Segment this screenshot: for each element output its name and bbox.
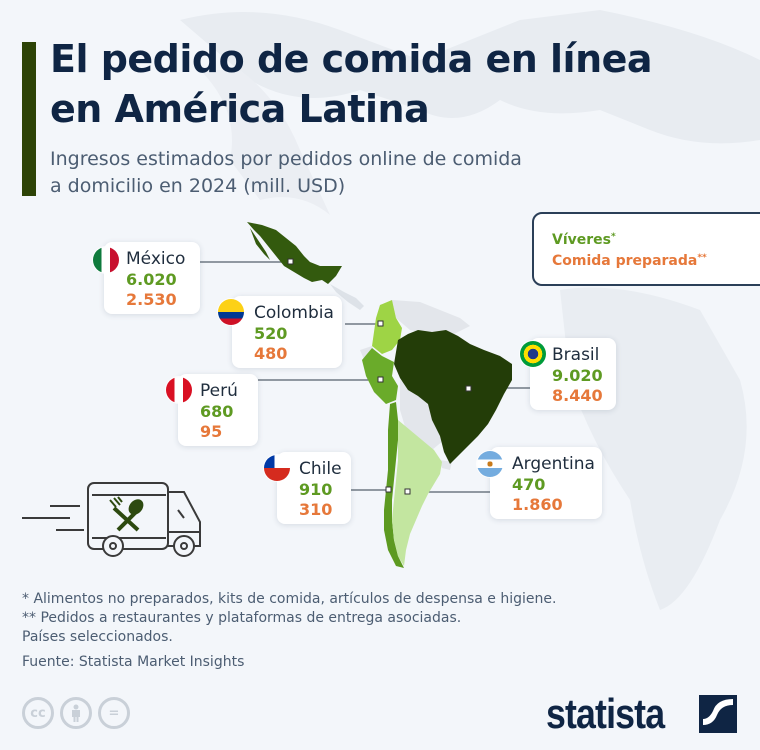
title-line-1: El pedido de comida en línea bbox=[50, 37, 653, 81]
title-line-2: en América Latina bbox=[50, 87, 430, 131]
license-icons: cc = bbox=[22, 697, 130, 729]
legend-groceries: Víveres* bbox=[552, 232, 616, 248]
country-card-mexico: México 6.020 2.530 bbox=[104, 242, 200, 314]
no-derivatives-icon[interactable]: = bbox=[98, 697, 130, 729]
footnote-groceries: * Alimentos no preparados, kits de comid… bbox=[22, 591, 557, 607]
groceries-value: 6.020 bbox=[126, 270, 177, 289]
country-card-chile: Chile 910 310 bbox=[277, 452, 351, 524]
statista-logo-icon bbox=[699, 695, 737, 733]
subtitle: Ingresos estimados por pedidos online de… bbox=[50, 146, 670, 200]
argentina-shape bbox=[392, 420, 442, 566]
colombia-flag-icon bbox=[218, 299, 244, 325]
country-card-argentina: Argentina 470 1.860 bbox=[490, 447, 602, 519]
statista-logo[interactable]: statista bbox=[546, 690, 737, 738]
page-title: El pedido de comida en línea en América … bbox=[50, 34, 750, 134]
country-card-colombia: Colombia 520 480 bbox=[232, 296, 342, 368]
groceries-value: 520 bbox=[254, 324, 288, 343]
attribution-person-icon[interactable] bbox=[60, 697, 92, 729]
creative-commons-icon[interactable]: cc bbox=[22, 697, 54, 729]
prepared-value: 1.860 bbox=[512, 495, 563, 514]
chile-flag-icon bbox=[264, 455, 290, 481]
subtitle-line-2: a domicilio en 2024 (mill. USD) bbox=[50, 175, 346, 197]
peru-shape bbox=[362, 348, 398, 404]
footnotes: * Alimentos no preparados, kits de comid… bbox=[22, 590, 556, 672]
groceries-value: 910 bbox=[299, 480, 333, 499]
brazil-shape bbox=[394, 330, 512, 464]
footnote-prepared: ** Pedidos a restaurantes y plataformas … bbox=[22, 610, 462, 626]
chile-shape bbox=[384, 402, 404, 568]
mexico-shape bbox=[247, 222, 342, 284]
mexico-flag-icon bbox=[93, 247, 119, 273]
delivery-truck-icon bbox=[22, 482, 201, 557]
statista-wordmark: statista bbox=[546, 690, 665, 737]
peru-flag-icon bbox=[166, 377, 192, 403]
prepared-value: 95 bbox=[200, 422, 223, 441]
prepared-value: 310 bbox=[299, 500, 333, 519]
groceries-value: 680 bbox=[200, 402, 234, 421]
prepared-value: 2.530 bbox=[126, 290, 177, 309]
footnote-selected-countries: Países seleccionados. bbox=[22, 629, 173, 645]
groceries-value: 9.020 bbox=[552, 366, 603, 385]
fork-spoon-icon bbox=[109, 496, 144, 532]
prepared-value: 8.440 bbox=[552, 386, 603, 405]
prepared-value: 480 bbox=[254, 344, 288, 363]
title-accent-bar bbox=[22, 42, 36, 196]
legend: Víveres* Comida preparada** bbox=[532, 212, 760, 286]
brazil-flag-icon bbox=[520, 341, 546, 367]
legend-prepared-food: Comida preparada** bbox=[552, 253, 707, 269]
colombia-shape bbox=[372, 300, 402, 354]
argentina-flag-icon bbox=[477, 451, 503, 477]
subtitle-line-1: Ingresos estimados por pedidos online de… bbox=[50, 148, 522, 170]
source-text: Fuente: Statista Market Insights bbox=[22, 654, 245, 670]
groceries-value: 470 bbox=[512, 475, 546, 494]
